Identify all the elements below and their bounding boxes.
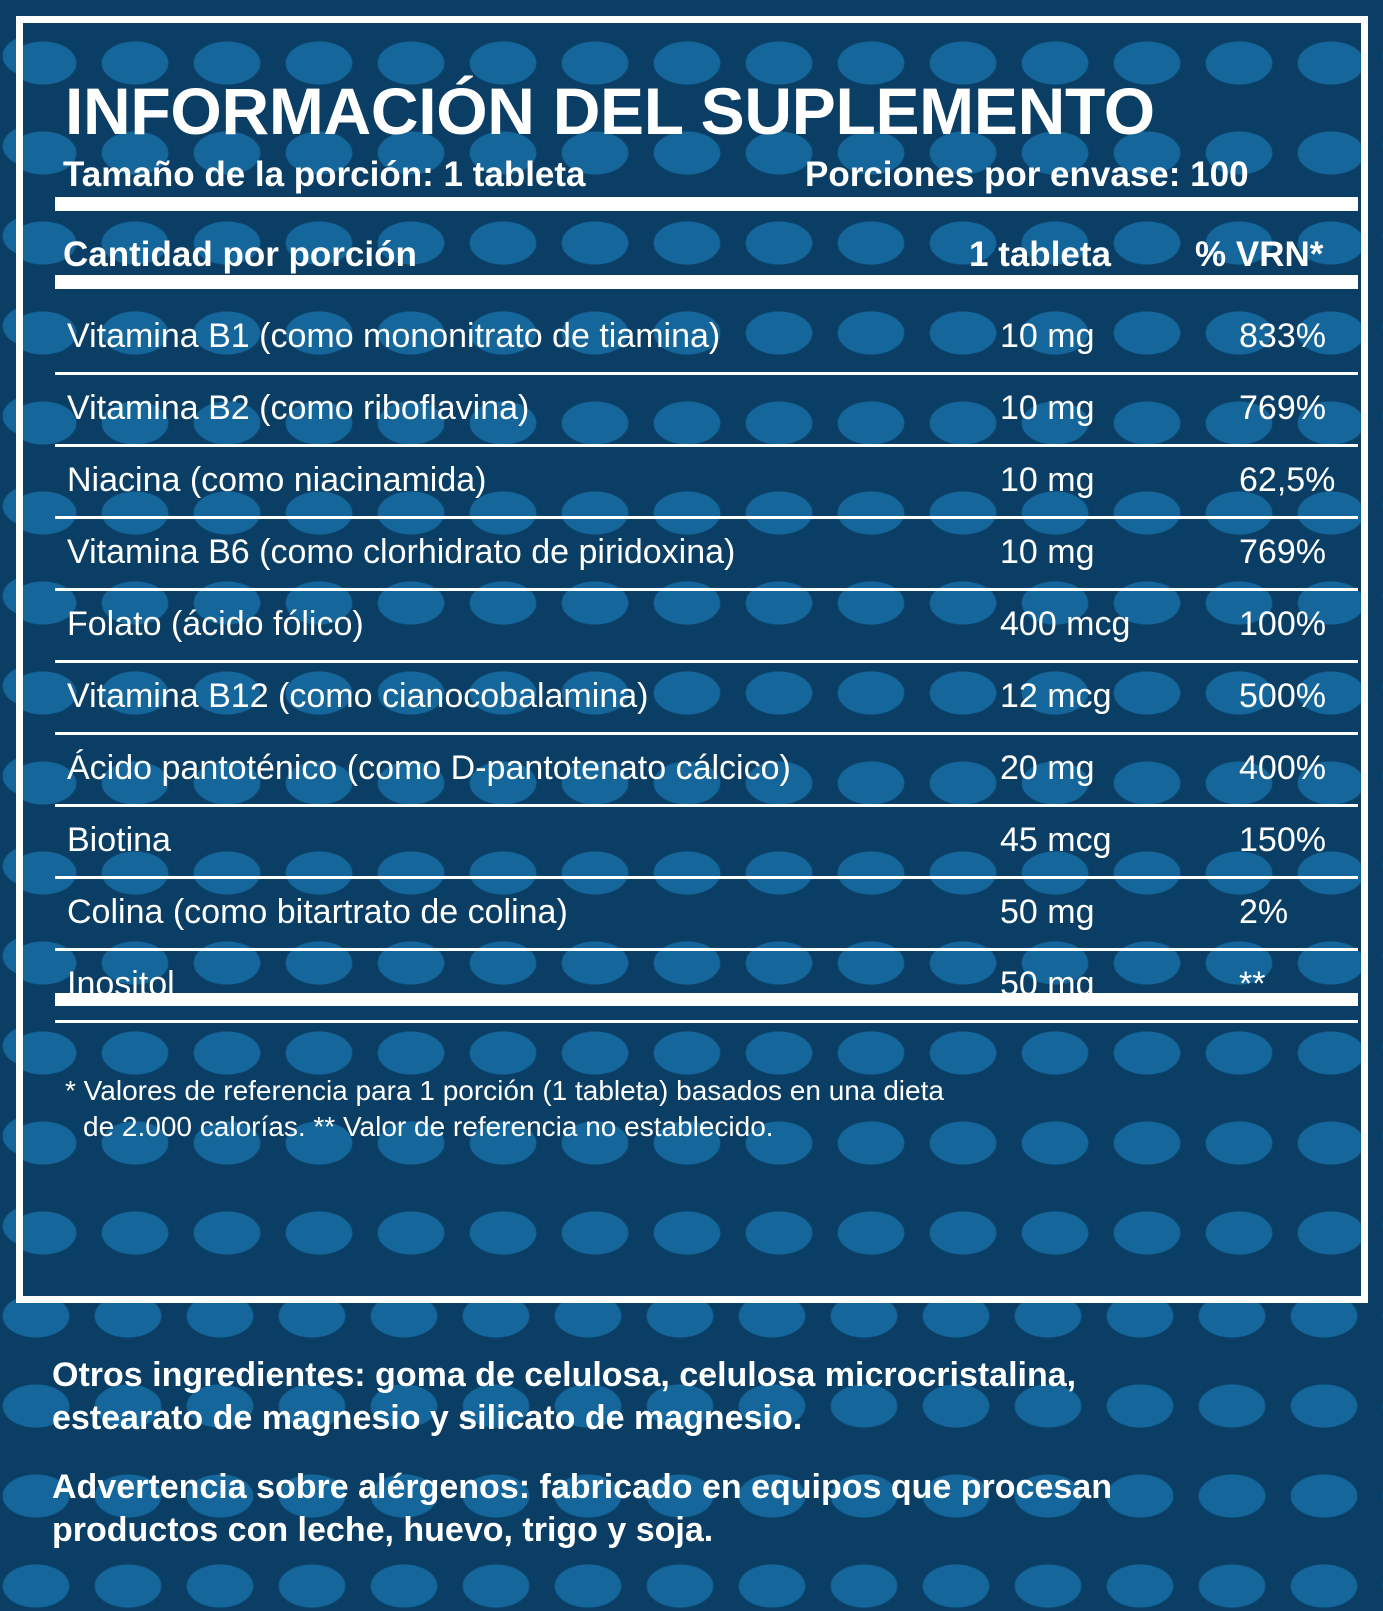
table-row: Vitamina B6 (como clorhidrato de piridox… (55, 519, 1358, 591)
nutrient-amount: 20 mg (1000, 749, 1095, 787)
nutrient-amount: 10 mg (1000, 533, 1095, 571)
footnote: * Valores de referencia para 1 porción (… (65, 1073, 944, 1145)
table-row: Ácido pantoténico (como D-pantotenato cá… (55, 735, 1358, 807)
nutrient-name: Vitamina B6 (como clorhidrato de piridox… (67, 533, 736, 571)
thick-divider-top (55, 197, 1358, 211)
nutrient-vrn: 500% (1239, 677, 1326, 715)
nutrient-amount: 50 mg (1000, 893, 1095, 931)
panel-title: INFORMACIÓN DEL SUPLEMENTO (65, 74, 1155, 148)
nutrient-vrn: 2% (1239, 893, 1289, 931)
footnote-line: de 2.000 calorías. ** Valor de referenci… (83, 1111, 774, 1142)
allergen-warning-line: Advertencia sobre alérgenos: fabricado e… (52, 1468, 1112, 1506)
row-divider (55, 1020, 1358, 1023)
nutrient-amount: 10 mg (1000, 461, 1095, 499)
nutrient-name: Niacina (como niacinamida) (67, 461, 487, 499)
servings-per-container: Porciones por envase: 100 (805, 155, 1249, 194)
footnote-line: * Valores de referencia para 1 porción (… (65, 1075, 944, 1106)
row-divider (55, 444, 1358, 447)
table-row: Vitamina B12 (como cianocobalamina) 12 mc… (55, 663, 1358, 735)
nutrient-name: Ácido pantoténico (como D-pantotenato cá… (67, 749, 791, 787)
header-vrn: % VRN* (1195, 235, 1324, 274)
nutrient-name: Colina (como bitartrato de colina) (67, 893, 568, 931)
nutrient-name: Folato (ácido fólico) (67, 605, 364, 643)
header-amount-per-serving: Cantidad por porción (63, 235, 417, 274)
nutrient-vrn: 150% (1239, 821, 1326, 859)
nutrient-amount: 45 mcg (1000, 821, 1112, 859)
row-divider (55, 660, 1358, 663)
row-divider (55, 588, 1358, 591)
table-row: Folato (ácido fólico) 400 mcg 100% (55, 591, 1358, 663)
serving-size: Tamaño de la porción: 1 tableta (63, 155, 586, 194)
nutrient-amount: 400 mcg (1000, 605, 1131, 643)
nutrient-amount: 12 mcg (1000, 677, 1112, 715)
table-row: Niacina (como niacinamida) 10 mg 62,5% (55, 447, 1358, 519)
table-row: Vitamina B1 (como mononitrato de tiamina… (55, 303, 1358, 375)
allergen-warning: Advertencia sobre alérgenos: fabricado e… (52, 1466, 1112, 1552)
nutrient-vrn: 62,5% (1239, 461, 1336, 499)
table-row: Vitamina B2 (como riboflavina) 10 mg 769% (55, 375, 1358, 447)
row-divider (55, 516, 1358, 519)
allergen-warning-line: productos con leche, huevo, trigo y soja… (52, 1511, 714, 1549)
table-row: Inositol 50 mg ** (55, 951, 1358, 1023)
row-divider (55, 372, 1358, 375)
nutrient-amount: 10 mg (1000, 317, 1095, 355)
nutrient-vrn: 400% (1239, 749, 1326, 787)
row-divider (55, 732, 1358, 735)
other-ingredients: Otros ingredientes: goma de celulosa, ce… (52, 1354, 1076, 1440)
supplement-facts-panel: INFORMACIÓN DEL SUPLEMENTO Tamaño de la … (16, 16, 1368, 1303)
nutrient-vrn: 833% (1239, 317, 1326, 355)
nutrient-vrn: 769% (1239, 389, 1326, 427)
nutrient-name: Biotina (67, 821, 171, 859)
nutrient-vrn: 769% (1239, 533, 1326, 571)
nutrient-amount: 10 mg (1000, 389, 1095, 427)
row-divider (55, 948, 1358, 951)
thick-divider-header (55, 275, 1358, 289)
nutrient-table: Vitamina B1 (como mononitrato de tiamina… (55, 303, 1358, 1023)
other-ingredients-line: Otros ingredientes: goma de celulosa, ce… (52, 1356, 1077, 1394)
row-divider (55, 804, 1358, 807)
thick-divider-bottom (55, 993, 1358, 1006)
nutrient-name: Vitamina B1 (como mononitrato de tiamina… (67, 317, 721, 355)
table-row: Colina (como bitartrato de colina) 50 mg 2… (55, 879, 1358, 951)
other-ingredients-line: estearato de magnesio y silicato de magn… (52, 1399, 803, 1437)
nutrient-name: Vitamina B12 (como cianocobalamina) (67, 677, 649, 715)
nutrient-name: Vitamina B2 (como riboflavina) (67, 389, 530, 427)
header-per-tablet: 1 tableta (969, 235, 1111, 274)
nutrient-vrn: 100% (1239, 605, 1326, 643)
table-row: Biotina 45 mcg 150% (55, 807, 1358, 879)
row-divider (55, 876, 1358, 879)
